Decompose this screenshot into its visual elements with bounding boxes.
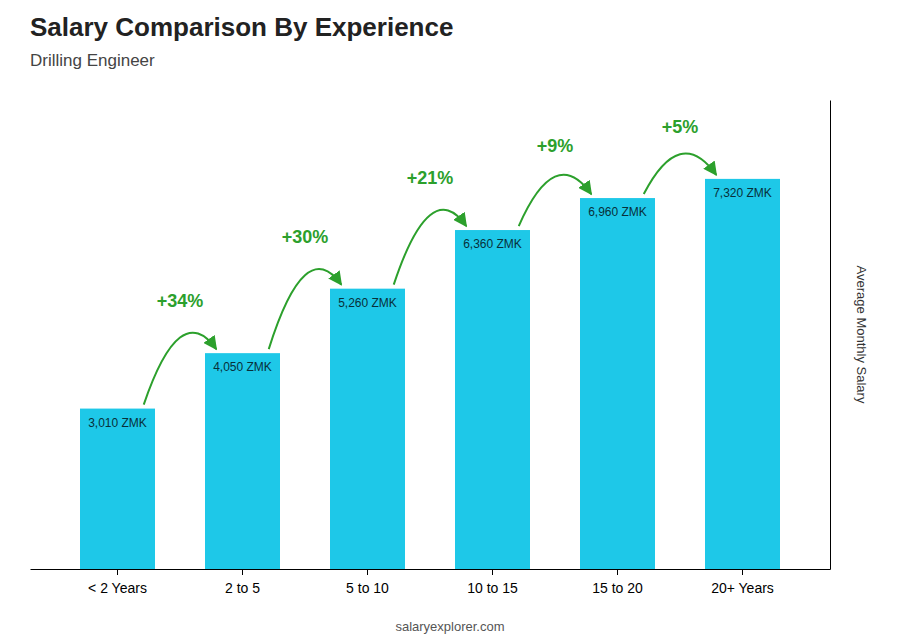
annotation: +34% [157,291,204,311]
y-axis-line [830,101,831,570]
annotations: +34% +30% +21% +9% +5% [144,117,717,405]
annotation-arrow [644,153,717,194]
x-tick-mark [617,569,618,575]
x-tick-label: 15 to 20 [592,580,643,596]
x-tick: 5 to 10 [346,569,389,596]
x-tick: 2 to 5 [225,569,260,596]
x-tick: 20+ Years [711,569,774,596]
x-axis: < 2 Years 2 to 5 5 to 10 10 to 15 15 to 20 20… [31,569,831,596]
data-labels: 3,010 ZMK 4,050 ZMK 5,260 ZMK 6,360 ZMK 6,96… [88,186,772,430]
x-tick: < 2 Years [88,569,147,596]
chart-svg: Salary Comparison By Experience Drilling … [0,0,900,641]
y-axis-title: Average Monthly Salary [854,266,869,404]
annotation: +21% [407,168,454,188]
x-tick-label: < 2 Years [88,580,147,596]
x-axis-line [31,569,831,570]
y-axis [830,101,831,570]
data-label: 4,050 ZMK [213,360,272,374]
annotation-arrow [519,175,592,226]
bar [455,230,530,569]
x-tick: 15 to 20 [592,569,643,596]
x-tick-mark [117,569,118,575]
x-tick-mark [367,569,368,575]
chart-container: Salary Comparison By Experience Drilling … [0,0,900,641]
plot-area: < 2 Years 2 to 5 5 to 10 10 to 15 15 to 20 20… [31,101,831,597]
bar [705,179,780,569]
footer: salaryexplorer.com [395,619,504,634]
x-tick-label: 2 to 5 [225,580,260,596]
x-tick-label: 20+ Years [711,580,774,596]
annotation-arrow [269,269,342,349]
bar [580,198,655,569]
annotation-arrow [144,333,217,405]
data-label: 7,320 ZMK [713,186,772,200]
x-tick-mark [242,569,243,575]
annotation-arrow [394,210,467,285]
subtitle: Drilling Engineer [30,51,155,70]
x-tick-label: 5 to 10 [346,580,389,596]
x-tick-mark [492,569,493,575]
x-tick-mark [742,569,743,575]
bar [80,409,155,569]
x-tick-label: 10 to 15 [467,580,518,596]
data-label: 6,360 ZMK [463,237,522,251]
data-label: 3,010 ZMK [88,416,147,430]
annotation: +5% [662,117,699,137]
data-label: 6,960 ZMK [588,205,647,219]
title: Salary Comparison By Experience [30,12,453,42]
bar [205,353,280,569]
data-label: 5,260 ZMK [338,296,397,310]
bar [330,289,405,569]
annotation: +9% [537,136,574,156]
annotation: +30% [282,227,329,247]
bars [80,179,780,569]
x-tick: 10 to 15 [467,569,518,596]
